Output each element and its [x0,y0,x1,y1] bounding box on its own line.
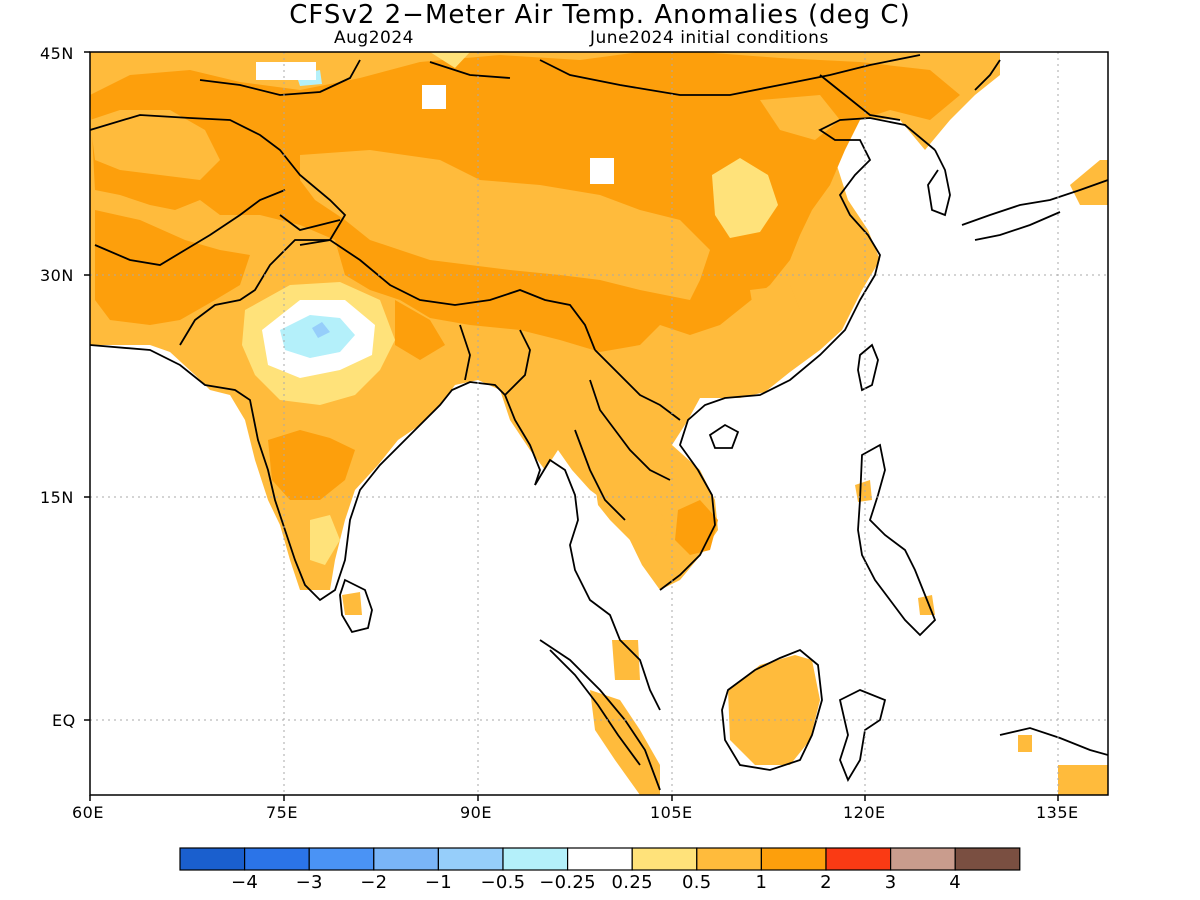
gridlines [90,52,1108,795]
lat-label-15n: 15N [40,488,74,507]
colorbar-swatch [954,847,1021,871]
colorbar [179,847,1021,871]
colorbar-swatch [502,847,569,871]
colorbar-label: 2 [820,872,832,893]
colorbar-swatch [889,847,956,871]
colorbar-label: 0.5 [682,872,712,893]
lon-label-120e: 120E [843,803,886,822]
lon-label-90e: 90E [460,803,492,822]
colorbar-label: −1 [424,872,452,893]
colorbar-swatch [566,847,633,871]
colorbar-label: 0.25 [611,872,653,893]
lon-label-105e: 105E [650,803,693,822]
valid-month-label: Aug2024 [334,28,414,48]
axis-ticks [84,51,1059,801]
colorbar-swatch [179,847,246,871]
colorbar-label: 3 [884,872,897,893]
colorbar-swatch [308,847,375,871]
colorbar-swatch [631,847,698,871]
colorbar-swatch [437,847,504,871]
map-frame [89,51,1109,796]
colorbar-swatch [825,847,892,871]
colorbar-label: −2 [360,872,388,893]
colorbar-label: −0.25 [539,872,596,893]
lat-label-45n: 45N [40,44,74,63]
map-title: CFSv2 2−Meter Air Temp. Anomalies (deg C… [289,0,911,30]
colorbar-label: 1 [755,872,768,893]
colorbar-swatch [696,847,762,871]
lon-label-60e: 60E [72,803,104,822]
lat-label-eq: EQ [52,711,76,730]
colorbar-swatch [373,847,439,871]
colorbar-label: −0.5 [480,872,526,893]
lon-label-135e: 135E [1036,803,1079,822]
colorbar-label: −4 [231,872,259,893]
initial-conditions-label: June2024 initial conditions [590,28,829,48]
colorbar-label: 4 [949,872,962,893]
colorbar-swatch [760,847,827,871]
lat-label-30n: 30N [40,266,74,285]
lon-label-75e: 75E [266,803,298,822]
coastlines [90,54,1108,791]
colorbar-swatch [244,847,310,871]
colorbar-label: −3 [295,872,323,893]
